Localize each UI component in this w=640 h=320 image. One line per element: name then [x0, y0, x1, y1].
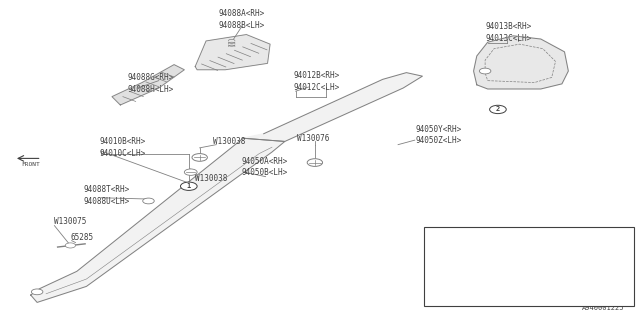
Text: 94088A<RH>
94088B<LH>: 94088A<RH> 94088B<LH> — [219, 9, 265, 30]
Text: 94088G<RH>
94088H<LH>: 94088G<RH> 94088H<LH> — [128, 73, 174, 94]
Circle shape — [192, 154, 207, 161]
Circle shape — [31, 289, 43, 295]
Polygon shape — [31, 138, 285, 302]
Circle shape — [65, 243, 76, 248]
Circle shape — [430, 263, 444, 270]
Text: 94013B<RH>
94013C<LH>: 94013B<RH> 94013C<LH> — [486, 22, 532, 43]
Text: 1: 1 — [435, 237, 439, 243]
Text: <-'05MY0409>: <-'05MY0409> — [551, 263, 602, 269]
Circle shape — [490, 105, 506, 114]
Text: <'05MY0410->: <'05MY0410-> — [551, 290, 602, 296]
Circle shape — [180, 182, 197, 190]
Circle shape — [430, 237, 444, 244]
Text: FRONT: FRONT — [21, 162, 40, 167]
Polygon shape — [474, 36, 568, 89]
Circle shape — [479, 68, 491, 74]
Circle shape — [184, 169, 197, 175]
Polygon shape — [112, 65, 184, 105]
Circle shape — [143, 198, 154, 204]
Text: W130038: W130038 — [195, 174, 228, 183]
Text: 2: 2 — [435, 263, 439, 269]
Text: W130076: W130076 — [298, 134, 330, 143]
Text: 94010B<RH>
94010C<LH>: 94010B<RH> 94010C<LH> — [99, 138, 145, 158]
Text: 2: 2 — [496, 107, 500, 112]
Circle shape — [307, 159, 323, 166]
Text: 1: 1 — [187, 183, 191, 189]
Bar — [424, 227, 634, 306]
Text: W140025: W140025 — [470, 237, 500, 243]
Text: 94050A<RH>
94050B<LH>: 94050A<RH> 94050B<LH> — [242, 157, 288, 177]
Text: W130038: W130038 — [213, 137, 246, 146]
Text: 65285: 65285 — [70, 233, 93, 242]
Polygon shape — [243, 73, 422, 141]
Text: W130075: W130075 — [54, 217, 87, 226]
Text: 94012B<RH>
94012C<LH>: 94012B<RH> 94012C<LH> — [294, 71, 340, 92]
Text: A940001225: A940001225 — [582, 305, 624, 311]
Text: W130077: W130077 — [470, 263, 500, 269]
Text: 94088T<RH>
94088U<LH>: 94088T<RH> 94088U<LH> — [83, 186, 129, 206]
Text: 94050Y<RH>
94050Z<LH>: 94050Y<RH> 94050Z<LH> — [416, 125, 462, 146]
Polygon shape — [195, 35, 270, 70]
Text: W130105: W130105 — [470, 290, 500, 296]
